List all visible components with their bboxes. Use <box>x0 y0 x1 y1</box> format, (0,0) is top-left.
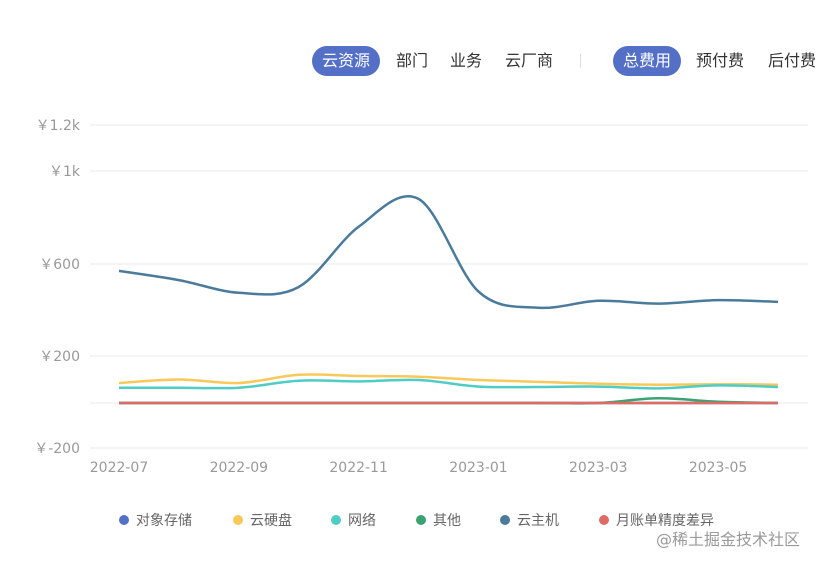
filter-fee-postpaid[interactable]: 后付费 <box>768 51 817 70</box>
filter-bar: 云资源 部门 业务 云厂商 总费用 预付费 后付费 <box>0 46 831 76</box>
y-tick-label: ￥-200 <box>34 441 80 457</box>
legend-label: 对象存储 <box>136 513 192 529</box>
x-tick-label: 2023-05 <box>689 460 748 476</box>
legend-label: 其他 <box>433 513 461 529</box>
filter-dimension-department[interactable]: 部门 <box>396 51 429 70</box>
legend-label: 云硬盘 <box>250 512 292 529</box>
x-tick-label: 2023-03 <box>569 460 628 476</box>
filter-divider <box>580 54 581 68</box>
legend-label: 月账单精度差异 <box>616 513 714 529</box>
filter-dimension-cloud-resource[interactable]: 云资源 <box>312 46 381 76</box>
x-tick-label: 2023-01 <box>449 460 508 476</box>
filter-fee-prepaid[interactable]: 预付费 <box>696 51 745 70</box>
legend-label: 网络 <box>348 513 376 529</box>
filter-dimension-cloud-vendor[interactable]: 云厂商 <box>505 51 554 70</box>
y-tick-label: ￥1k <box>49 164 81 180</box>
legend-marker <box>416 515 426 525</box>
legend-marker <box>331 515 341 525</box>
series-line <box>118 378 779 390</box>
legend-marker <box>500 515 510 525</box>
y-tick-label: ￥1.2k <box>36 118 81 134</box>
watermark: @稀土掘金技术社区 <box>656 530 801 549</box>
series-line <box>118 373 779 386</box>
x-tick-label: 2022-07 <box>90 460 149 476</box>
y-tick-label: ￥200 <box>39 349 80 365</box>
legend-label: 云主机 <box>517 513 559 529</box>
legend-marker <box>119 515 129 525</box>
x-tick-label: 2022-11 <box>329 460 388 476</box>
x-tick-label: 2022-09 <box>210 460 269 476</box>
series-line <box>118 195 779 310</box>
y-tick-label: ￥600 <box>39 257 80 273</box>
filter-fee-total[interactable]: 总费用 <box>613 46 682 76</box>
filter-dimension-business[interactable]: 业务 <box>450 51 483 70</box>
legend-marker <box>233 515 243 525</box>
legend-marker <box>599 515 609 525</box>
